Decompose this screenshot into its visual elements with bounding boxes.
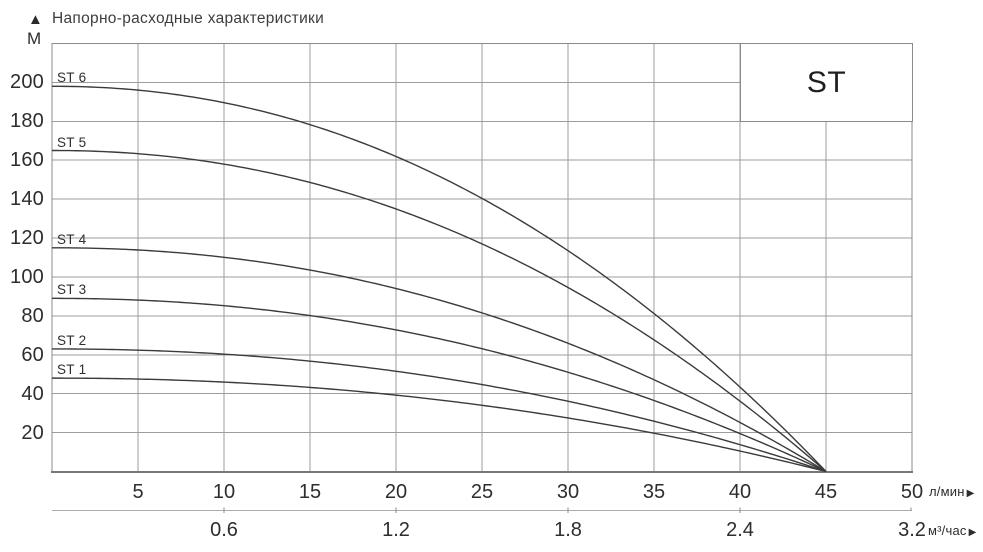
y-axis-unit-label: М <box>27 29 42 48</box>
curve-st-5 <box>51 149 827 473</box>
curve-st-2 <box>52 348 827 473</box>
curve-st-3 <box>51 297 827 473</box>
curve-st-4 <box>51 247 827 473</box>
chart-title: Напорно-расходные характеристики <box>52 10 325 27</box>
curve-st-6 <box>51 85 827 472</box>
series-family-badge: ST <box>740 43 913 122</box>
curve-st-1 <box>52 377 827 473</box>
y-axis-up-arrow-icon: ▲ <box>28 11 43 28</box>
